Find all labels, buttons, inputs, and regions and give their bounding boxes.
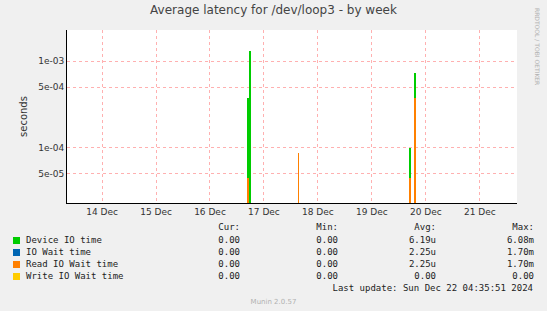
svg-text:18 Dec: 18 Dec [302,207,334,217]
html-text:Last update: Sun Dec 22 04:35:: Last update: Sun Dec 22 04:35:51 2024 [332,283,533,293]
svg-text:Average latency for /dev/loop3: Average latency for /dev/loop3 - by week [150,3,397,17]
html-text:2.25u: 2.25u [408,259,436,269]
svg-text:19 Dec: 19 Dec [356,207,388,217]
html-text:Max:: Max: [512,222,534,232]
html-text:0.00: 0.00 [316,235,338,245]
html-text:0.00: 0.00 [316,271,338,281]
html-text:1.70m: 1.70m [506,259,534,269]
html-text:Munin 2.0.57: Munin 2.0.57 [250,298,297,306]
html-text:2.25u: 2.25u [408,247,436,257]
svg-text:1e-03: 1e-03 [38,56,64,66]
svg-text:1e-04: 1e-04 [38,143,64,153]
html-text:6.08m: 6.08m [506,235,534,245]
html-text:0.00: 0.00 [316,247,338,257]
html-text:Min:: Min: [316,222,338,232]
svg-text:15 Dec: 15 Dec [140,207,172,217]
html-text:Cur:: Cur: [218,222,240,232]
html-text:Read IO Wait time: Read IO Wait time [26,259,119,269]
html-text:0.00: 0.00 [512,271,534,281]
html-text:0.00: 0.00 [218,271,240,281]
html-text:IO Wait time: IO Wait time [26,247,91,257]
html-text:0.00: 0.00 [218,259,240,269]
html-text:0.00: 0.00 [218,235,240,245]
svg-text:5e-04: 5e-04 [38,82,64,92]
html-text:0.00: 0.00 [414,271,436,281]
svg-text:14 Dec: 14 Dec [86,207,118,217]
svg-text:5e-05: 5e-05 [38,169,64,179]
html-text:1.70m: 1.70m [506,247,534,257]
html-text:0.00: 0.00 [218,247,240,257]
svg-text:seconds: seconds [18,96,29,137]
html-text:0.00: 0.00 [316,259,338,269]
svg-text:16 Dec: 16 Dec [194,207,226,217]
html-text:Avg:: Avg: [414,222,436,232]
html-text:Write IO Wait time: Write IO Wait time [26,271,124,281]
svg-text:21 Dec: 21 Dec [464,207,496,217]
html-text:Device IO time: Device IO time [26,235,102,245]
html-text:RRDTOOL / TOBI OETIKER: RRDTOOL / TOBI OETIKER [534,8,541,86]
svg-text:20 Dec: 20 Dec [410,207,442,217]
svg-text:17 Dec: 17 Dec [248,207,280,217]
html-text:6.19u: 6.19u [408,235,436,245]
